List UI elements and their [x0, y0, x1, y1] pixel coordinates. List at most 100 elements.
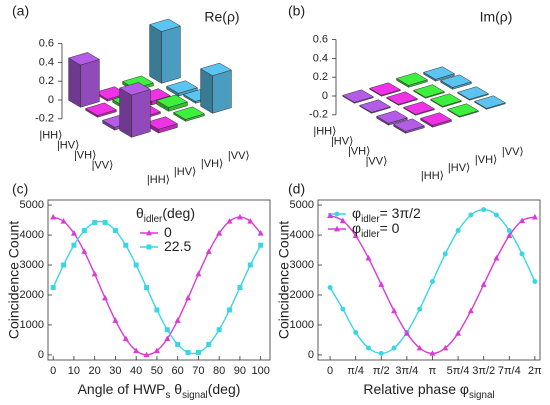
y-tick-label: 4000	[290, 229, 314, 241]
row-label: |HH⟩	[39, 130, 62, 142]
marker	[352, 232, 359, 239]
marker	[195, 350, 201, 356]
marker	[91, 270, 98, 277]
z-tick-label: 0	[322, 90, 328, 102]
x-axis-label-part: signal	[182, 390, 208, 401]
marker	[340, 306, 346, 312]
x-tick-label: 50	[151, 365, 163, 377]
z-tick-label: 0.4	[313, 52, 328, 64]
bar-3d	[392, 118, 426, 134]
marker	[532, 278, 538, 284]
marker	[175, 341, 181, 347]
bar-top	[385, 91, 419, 105]
y-tick-label: 3000	[290, 259, 314, 271]
x-axis-label-part: Relative phase φ	[363, 381, 469, 397]
x-tick-label: 10	[68, 365, 80, 377]
legend-label-part: φ	[352, 205, 361, 221]
marker	[247, 262, 253, 268]
bar-3d	[84, 102, 118, 118]
x-tick-label: 40	[130, 365, 142, 377]
x-tick-label: 7π/4	[498, 365, 521, 377]
marker	[468, 212, 474, 218]
marker	[378, 350, 384, 356]
x-tick-label: 30	[109, 365, 121, 377]
bar-3d	[395, 72, 429, 88]
marker	[403, 330, 410, 336]
bar-top	[422, 66, 456, 80]
bar-side	[200, 68, 213, 114]
legend-entry	[328, 225, 346, 232]
legend-label-part: idler	[361, 229, 380, 240]
marker	[164, 335, 171, 342]
col-label: |VV⟩	[502, 146, 524, 158]
row-label: |HH⟩	[313, 126, 336, 138]
bar-top	[165, 80, 199, 94]
marker	[164, 327, 170, 333]
marker	[122, 335, 129, 342]
y-tick-label: 1000	[290, 319, 314, 331]
bar-3d	[422, 66, 456, 82]
x-tick-label: 3π/4	[395, 365, 418, 377]
bar-3d	[439, 74, 473, 90]
marker	[365, 345, 371, 351]
legend-entry	[140, 229, 158, 236]
x-tick-label: 0	[327, 365, 333, 377]
z-tick-label: 0.2	[313, 71, 328, 83]
legend-label: 0	[164, 224, 172, 240]
x-tick-label: 5π/4	[447, 365, 470, 377]
legend-label-part: = 0	[380, 220, 400, 236]
marker	[92, 219, 98, 225]
marker	[153, 347, 160, 354]
x-axis-label-part: signal	[469, 390, 495, 401]
legend-title-part: (deg)	[162, 205, 195, 221]
bar-3d	[172, 106, 206, 122]
x-tick-label: 2π	[528, 365, 542, 377]
marker	[327, 284, 333, 290]
bar-3d	[429, 93, 463, 108]
bar-3d	[385, 91, 419, 106]
panel-label: (c)	[12, 181, 28, 197]
marker	[50, 213, 57, 220]
legend-label-part: idler	[361, 214, 380, 225]
marker	[206, 341, 212, 347]
bar-top	[439, 74, 473, 88]
marker	[531, 213, 538, 220]
z-tick-label: 0.6	[313, 34, 328, 46]
marker	[185, 350, 191, 356]
legend-marker	[146, 244, 152, 250]
marker	[455, 330, 462, 336]
x-axis-label-part: (deg)	[208, 381, 241, 397]
bar-top	[172, 106, 206, 120]
legend-label: 22.5	[164, 238, 191, 254]
bar-front	[161, 25, 181, 84]
marker	[480, 281, 487, 287]
marker	[327, 212, 334, 218]
marker	[226, 218, 233, 224]
y-tick-label: 0	[38, 349, 44, 361]
bar-top	[392, 118, 426, 132]
bar-top	[358, 99, 392, 113]
marker	[102, 219, 108, 225]
marker	[442, 251, 448, 257]
bar-top	[419, 112, 453, 126]
marker	[216, 327, 222, 333]
bar-3d	[419, 112, 453, 128]
bar-top	[446, 103, 480, 117]
marker	[247, 218, 254, 224]
x-tick-label: π/2	[373, 365, 390, 377]
marker	[216, 230, 223, 236]
marker	[481, 207, 487, 213]
legend-entry	[328, 211, 346, 217]
marker	[519, 251, 525, 257]
marker	[227, 307, 233, 313]
marker	[61, 262, 67, 268]
col-label: |VH⟩	[201, 158, 223, 170]
bar-front	[80, 59, 100, 108]
bar-3d	[473, 95, 507, 110]
bar-top	[412, 84, 446, 98]
marker	[416, 344, 423, 351]
marker	[81, 228, 87, 234]
bar-top	[368, 82, 402, 96]
bar-3d	[67, 52, 101, 108]
marker	[493, 254, 500, 261]
